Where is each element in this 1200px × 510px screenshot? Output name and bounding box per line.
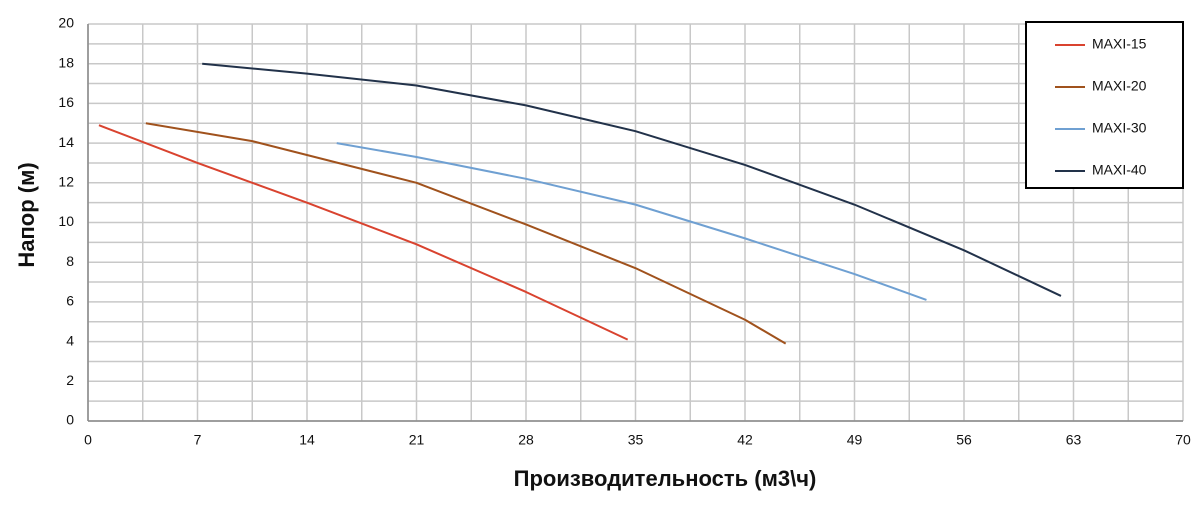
x-tick-label: 21	[409, 432, 425, 448]
y-axis-title: Напор (м)	[14, 162, 39, 267]
legend-box	[1025, 21, 1184, 189]
y-tick-label: 2	[66, 372, 74, 388]
series-line	[336, 142, 927, 301]
x-tick-label: 7	[194, 432, 202, 448]
x-tick-label: 70	[1175, 432, 1191, 448]
y-tick-label: 12	[58, 174, 74, 190]
legend-label: MAXI-15	[1092, 36, 1147, 52]
y-tick-label: 14	[58, 134, 74, 150]
x-tick-label: 14	[299, 432, 315, 448]
legend-label: MAXI-30	[1092, 120, 1147, 136]
y-tick-label: 18	[58, 54, 74, 70]
x-axis-title: Производительность (м3\ч)	[514, 466, 817, 491]
x-tick-label: 56	[956, 432, 972, 448]
y-tick-label: 8	[66, 253, 74, 269]
x-tick-label: 28	[518, 432, 534, 448]
y-tick-label: 20	[58, 15, 74, 31]
x-tick-label: 35	[628, 432, 644, 448]
y-tick-label: 10	[58, 213, 74, 229]
series-line	[145, 122, 787, 345]
y-tick-label: 6	[66, 293, 74, 309]
x-tick-label: 63	[1066, 432, 1082, 448]
series-line	[202, 62, 1062, 297]
legend-label: MAXI-20	[1092, 78, 1147, 94]
y-tick-label: 4	[66, 332, 74, 348]
series-line	[98, 124, 629, 341]
legend-label: MAXI-40	[1092, 162, 1147, 178]
x-tick-label: 0	[84, 432, 92, 448]
x-tick-label: 49	[847, 432, 863, 448]
x-tick-label: 42	[737, 432, 753, 448]
y-tick-label: 16	[58, 94, 74, 110]
y-tick-label: 0	[66, 412, 74, 428]
